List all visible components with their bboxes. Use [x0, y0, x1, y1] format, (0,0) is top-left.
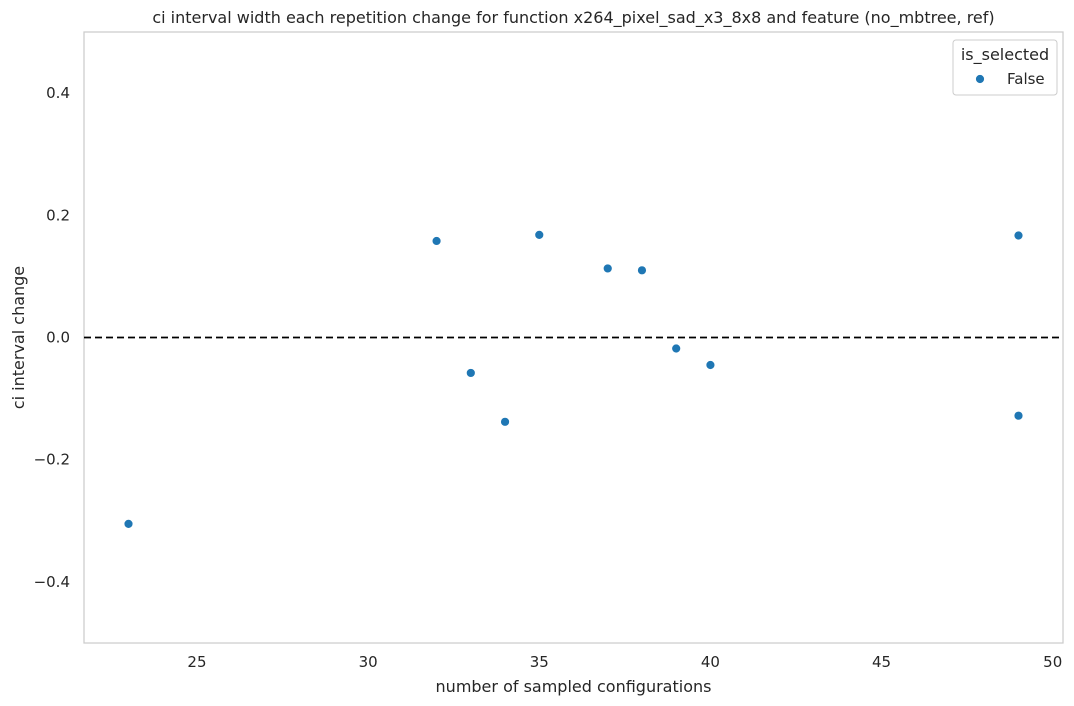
data-point: [534, 229, 545, 240]
y-tick-label: −0.4: [34, 573, 70, 591]
legend-title: is_selected: [961, 45, 1049, 65]
data-point: [705, 360, 716, 370]
y-tick-label: 0.4: [46, 84, 70, 102]
x-tick-label: 30: [359, 653, 378, 671]
y-tick-label: 0.2: [46, 206, 70, 224]
data-point: [1013, 410, 1024, 421]
legend: is_selected False: [952, 39, 1058, 96]
x-tick-label: 25: [187, 653, 206, 671]
y-tick-label: −0.2: [34, 451, 70, 469]
x-axis-ticks: 25 30 35 40 45 50: [187, 653, 1062, 671]
y-axis-ticks: −0.4 −0.2 0.0 0.2 0.4: [34, 84, 70, 591]
y-tick-label: 0.0: [46, 329, 70, 347]
data-point: [602, 263, 613, 274]
data-point: [465, 368, 476, 378]
x-tick-label: 40: [701, 653, 720, 671]
x-tick-label: 45: [872, 653, 891, 671]
x-tick-label: 50: [1043, 653, 1062, 671]
data-point: [431, 236, 442, 246]
data-point: [637, 265, 647, 276]
x-tick-label: 35: [530, 653, 549, 671]
y-axis-label: ci interval change: [9, 266, 28, 409]
legend-label-false: False: [1007, 70, 1045, 88]
data-point: [671, 343, 682, 354]
data-points: [123, 229, 1024, 529]
data-point: [500, 416, 510, 427]
data-point: [123, 518, 134, 529]
x-axis-label: number of sampled configurations: [436, 677, 712, 696]
data-point: [1013, 230, 1024, 241]
chart-title: ci interval width each repetition change…: [152, 8, 994, 28]
legend-marker-false: [975, 74, 985, 84]
